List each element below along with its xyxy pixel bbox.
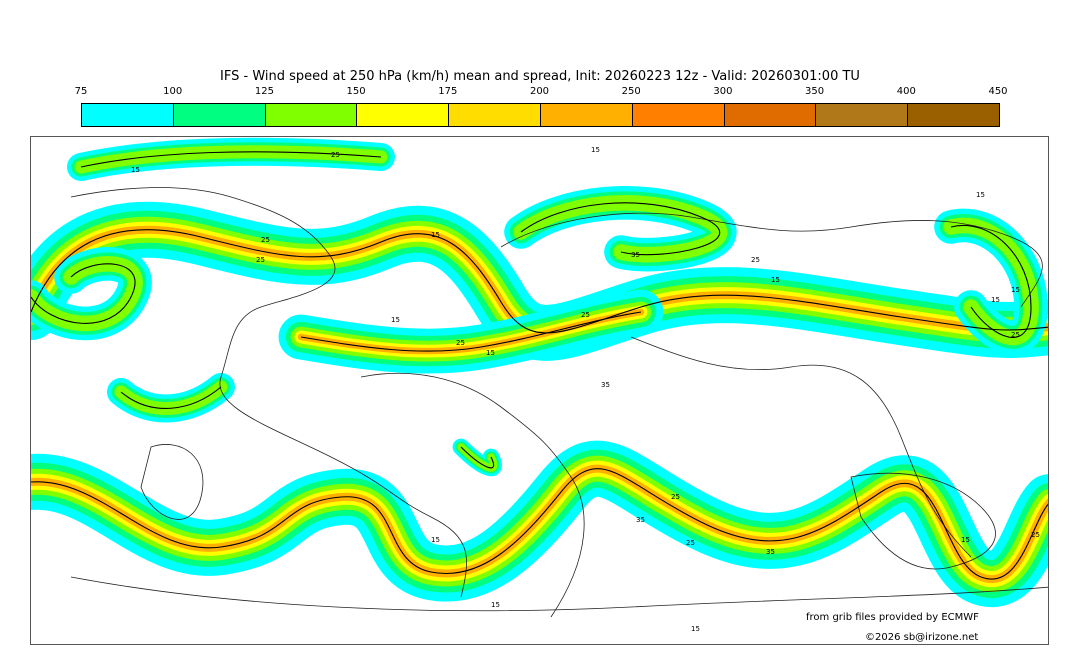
figure-title: IFS - Wind speed at 250 hPa (km/h) mean … [220,69,860,84]
colorbar-tick-label: 250 [621,86,641,97]
colorbar-segment [82,104,174,126]
spread-contour [120,386,222,409]
colorbar-segment [632,104,725,126]
spread-contour [31,468,1048,580]
contour-label: 15 [991,296,1000,304]
contour-label: 25 [256,256,265,264]
colorbar-tick-label: 100 [163,86,183,97]
colorbar [81,103,1000,127]
contour-label: 15 [491,601,500,609]
contour-label: 25 [1031,531,1040,539]
contour-labels: 15 25 15 25 25 15 35 25 15 25 15 15 25 15 15 25 15 35 25 35… [131,146,1040,633]
spread-contour [80,151,382,168]
coastlines [70,187,1048,618]
contour-label: 25 [581,311,590,319]
colorbar-tick-label: 125 [254,86,274,97]
contour-label: 25 [331,151,340,159]
spread-contour [31,229,1048,334]
colorbar-segment [816,104,909,126]
jet-stream-fills [31,137,1048,607]
map-canvas: 15 25 15 25 25 15 35 25 15 25 15 15 25 15 15 25 15 35 25 35… [31,137,1048,633]
spread-contours [31,151,1048,580]
colorbar-segment [265,104,358,126]
contour-label: 35 [636,516,645,524]
contour-label: 25 [261,236,270,244]
contour-label: 35 [766,548,775,556]
contour-label: 15 [771,276,780,284]
colorbar-tick-label: 400 [896,86,916,97]
contour-label: 15 [391,316,400,324]
copyright-credit: ©2026 sb@irizone.net [865,632,979,643]
colorbar-segment [540,104,633,126]
spread-contour [31,263,136,324]
colorbar-segment [357,104,450,126]
colorbar-segment [724,104,817,126]
colorbar-segment [908,104,999,126]
contour-label: 25 [686,539,695,547]
contour-label: 15 [431,231,440,239]
spread-contour [520,202,721,256]
colorbar-tick-label: 450 [988,86,1008,97]
wind-speed-map: 15 25 15 25 25 15 35 25 15 25 15 15 25 15 15 25 15 35 25 35… [30,136,1049,645]
contour-label: 25 [671,493,680,501]
colorbar-tick-label: 150 [346,86,366,97]
contour-label: 15 [1011,286,1020,294]
contour-label: 15 [486,349,495,357]
contour-label: 35 [631,251,640,259]
contour-label: 25 [751,256,760,264]
data-source-credit: from grib files provided by ECMWF [806,612,979,623]
contour-label: 15 [976,191,985,199]
colorbar-tick-label: 175 [438,86,458,97]
spread-contour [300,311,642,352]
colorbar-tick-label: 75 [74,86,88,97]
contour-label: 35 [601,381,610,389]
colorbar-segment [449,104,541,126]
colorbar-tick-label: 300 [713,86,733,97]
contour-label: 25 [456,339,465,347]
colorbar-tick-label: 350 [805,86,825,97]
contour-label: 15 [591,146,600,154]
colorbar-segment [173,104,266,126]
contour-label: 15 [431,536,440,544]
contour-label: 15 [131,166,140,174]
colorbar-tick-label: 200 [529,86,550,97]
spread-contour [950,225,1032,338]
contour-label: 15 [691,625,700,633]
contour-label: 25 [1011,331,1020,339]
spread-contour [460,446,495,469]
contour-label: 15 [961,536,970,544]
